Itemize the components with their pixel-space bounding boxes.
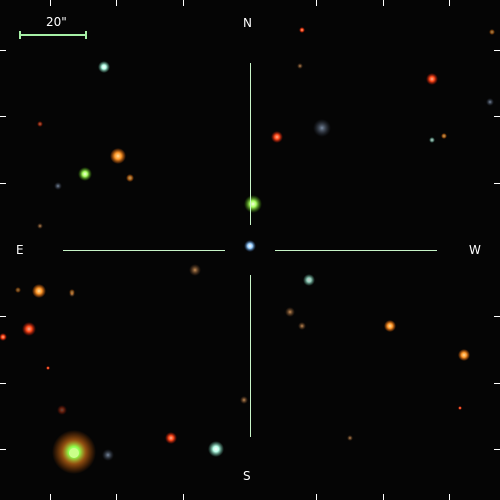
faint-star: [37, 121, 43, 127]
faint-galaxy: [189, 264, 201, 276]
bright-star-core: [69, 448, 79, 458]
central-object: [244, 240, 256, 252]
star-white: [98, 61, 110, 73]
star-white: [303, 274, 315, 286]
compass-south-label: S: [243, 469, 251, 483]
faint-star: [299, 27, 305, 33]
star-cyan: [208, 441, 224, 457]
star-orange: [110, 148, 126, 164]
scale-bar-label: 20": [46, 15, 67, 29]
faint-star: [69, 289, 75, 295]
faint-galaxy: [37, 223, 43, 229]
faint-star: [46, 366, 50, 370]
faint-galaxy: [347, 435, 353, 441]
faint-star: [57, 405, 67, 415]
star-red: [271, 131, 283, 143]
star-green: [244, 195, 262, 213]
faint-star: [126, 174, 134, 182]
faint-galaxy: [313, 119, 331, 137]
star-red: [165, 432, 177, 444]
faint-galaxy: [240, 396, 248, 404]
star-orange: [458, 349, 470, 361]
faint-galaxy: [486, 98, 494, 106]
faint-galaxy: [285, 307, 295, 317]
faint-objects: [15, 27, 495, 461]
star-red: [0, 333, 7, 341]
stars: [0, 61, 470, 474]
crosshair: [63, 63, 437, 437]
compass-west-label: W: [469, 243, 481, 257]
faint-star: [489, 29, 495, 35]
star-orange: [384, 320, 396, 332]
star-orange: [32, 284, 46, 298]
star-green: [78, 167, 92, 181]
faint-galaxy: [102, 449, 114, 461]
faint-star: [458, 406, 462, 410]
faint-star: [429, 137, 435, 143]
faint-galaxy: [54, 182, 62, 190]
faint-star: [441, 133, 447, 139]
compass-north-label: N: [243, 16, 252, 30]
compass-east-label: E: [16, 243, 24, 257]
star-red: [22, 322, 36, 336]
scale-bar: [19, 31, 87, 39]
faint-galaxy: [297, 63, 303, 69]
faint-galaxy: [298, 322, 306, 330]
star-red: [426, 73, 438, 85]
faint-star: [15, 287, 21, 293]
